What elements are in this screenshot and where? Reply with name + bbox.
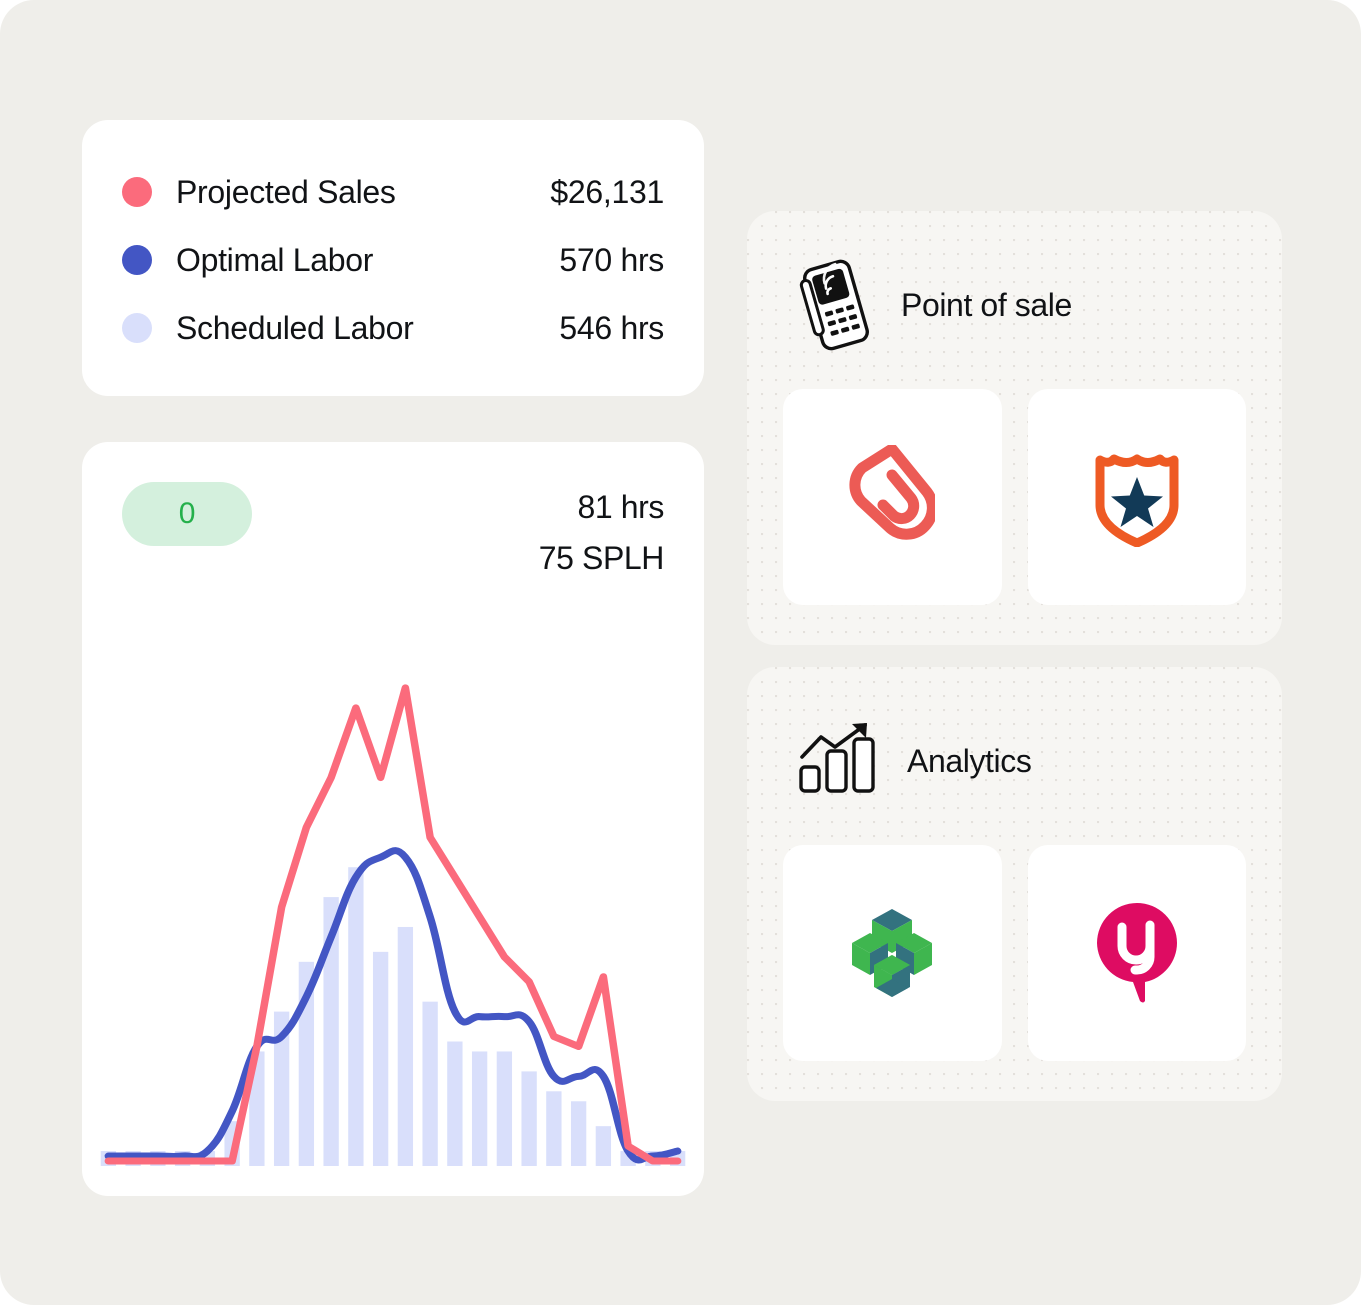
legend-label: Projected Sales — [176, 173, 396, 210]
panel-header: Analytics — [783, 701, 1246, 821]
green-cube-logo — [844, 903, 940, 1003]
left-column: Projected Sales $26,131 Optimal Labor 57… — [82, 120, 704, 1196]
shield-star-logo — [1091, 447, 1183, 547]
variance-status-badge[interactable]: 0 — [122, 482, 252, 546]
scheduled-labor-bar — [348, 867, 364, 1166]
legend-row-projected-sales[interactable]: Projected Sales $26,131 — [122, 158, 664, 226]
scheduled-labor-bar — [422, 1001, 438, 1166]
kpi-legend-card: Projected Sales $26,131 Optimal Labor 57… — [82, 120, 704, 396]
legend-label: Optimal Labor — [176, 241, 374, 278]
pink-pin-y-logo — [1089, 899, 1185, 1007]
scheduled-labor-bar — [521, 1071, 537, 1166]
lightspeed-logo — [849, 445, 936, 549]
projected-sales-line — [104, 684, 682, 1165]
scheduled-labor-bar — [372, 951, 389, 1166]
scheduled-labor-bar — [298, 961, 315, 1166]
scheduled-labor-bar — [471, 1051, 488, 1166]
scheduled-labor-bar — [323, 897, 339, 1166]
scheduled-labor-bar — [570, 1101, 587, 1166]
point-of-sale-panel: Point of sale — [747, 211, 1282, 645]
optimal-labor-dot-icon — [122, 245, 152, 275]
bar-chart-growth-icon — [797, 721, 881, 801]
scheduled-labor-bar — [595, 1126, 612, 1166]
analytics-panel: Analytics — [747, 667, 1282, 1101]
optimal-labor-line — [104, 847, 682, 1164]
analytics-tiles — [783, 845, 1246, 1061]
panel-title: Analytics — [907, 742, 1032, 779]
legend-value: 570 hrs — [559, 241, 664, 278]
scheduled-labor-bar — [496, 1051, 513, 1166]
scheduled-labor-bar — [546, 1091, 562, 1166]
integration-tile-lightspeed[interactable] — [783, 389, 1002, 605]
projected-sales-dot-icon — [122, 177, 152, 207]
scheduled-labor-bar — [447, 1041, 463, 1166]
scheduled-labor-bar — [273, 1011, 290, 1166]
point-of-sale-tiles — [783, 389, 1246, 605]
stat-splh: 75 SPLH — [538, 539, 665, 576]
legend-row-scheduled-labor[interactable]: Scheduled Labor 546 hrs — [122, 294, 664, 362]
plot-svg — [100, 684, 686, 1166]
panel-header: Point of sale — [783, 245, 1246, 365]
integration-tile-shield-pos[interactable] — [1027, 389, 1246, 605]
integration-tile-pink-pin[interactable] — [1027, 845, 1246, 1061]
legend-label: Scheduled Labor — [176, 309, 414, 346]
right-column: Point of sale — [747, 211, 1282, 1101]
scheduled-labor-bar — [397, 926, 414, 1166]
chart-summary-stats: 81 hrs 75 SPLH — [538, 482, 665, 583]
chart-header: 0 81 hrs 75 SPLH — [122, 482, 664, 583]
card-reader-icon — [797, 259, 875, 351]
integration-tile-green-cube[interactable] — [783, 845, 1002, 1061]
legend-value: 546 hrs — [559, 309, 664, 346]
legend-row-optimal-labor[interactable]: Optimal Labor 570 hrs — [122, 226, 664, 294]
scheduled-labor-bars — [100, 867, 686, 1166]
legend-value: $26,131 — [550, 173, 664, 210]
panel-title: Point of sale — [901, 286, 1072, 323]
labor-chart-card: 0 81 hrs 75 SPLH — [82, 442, 704, 1196]
scheduled-labor-dot-icon — [122, 313, 152, 343]
labor-sales-plot[interactable] — [96, 654, 690, 1174]
stat-hours: 81 hrs — [577, 489, 664, 525]
